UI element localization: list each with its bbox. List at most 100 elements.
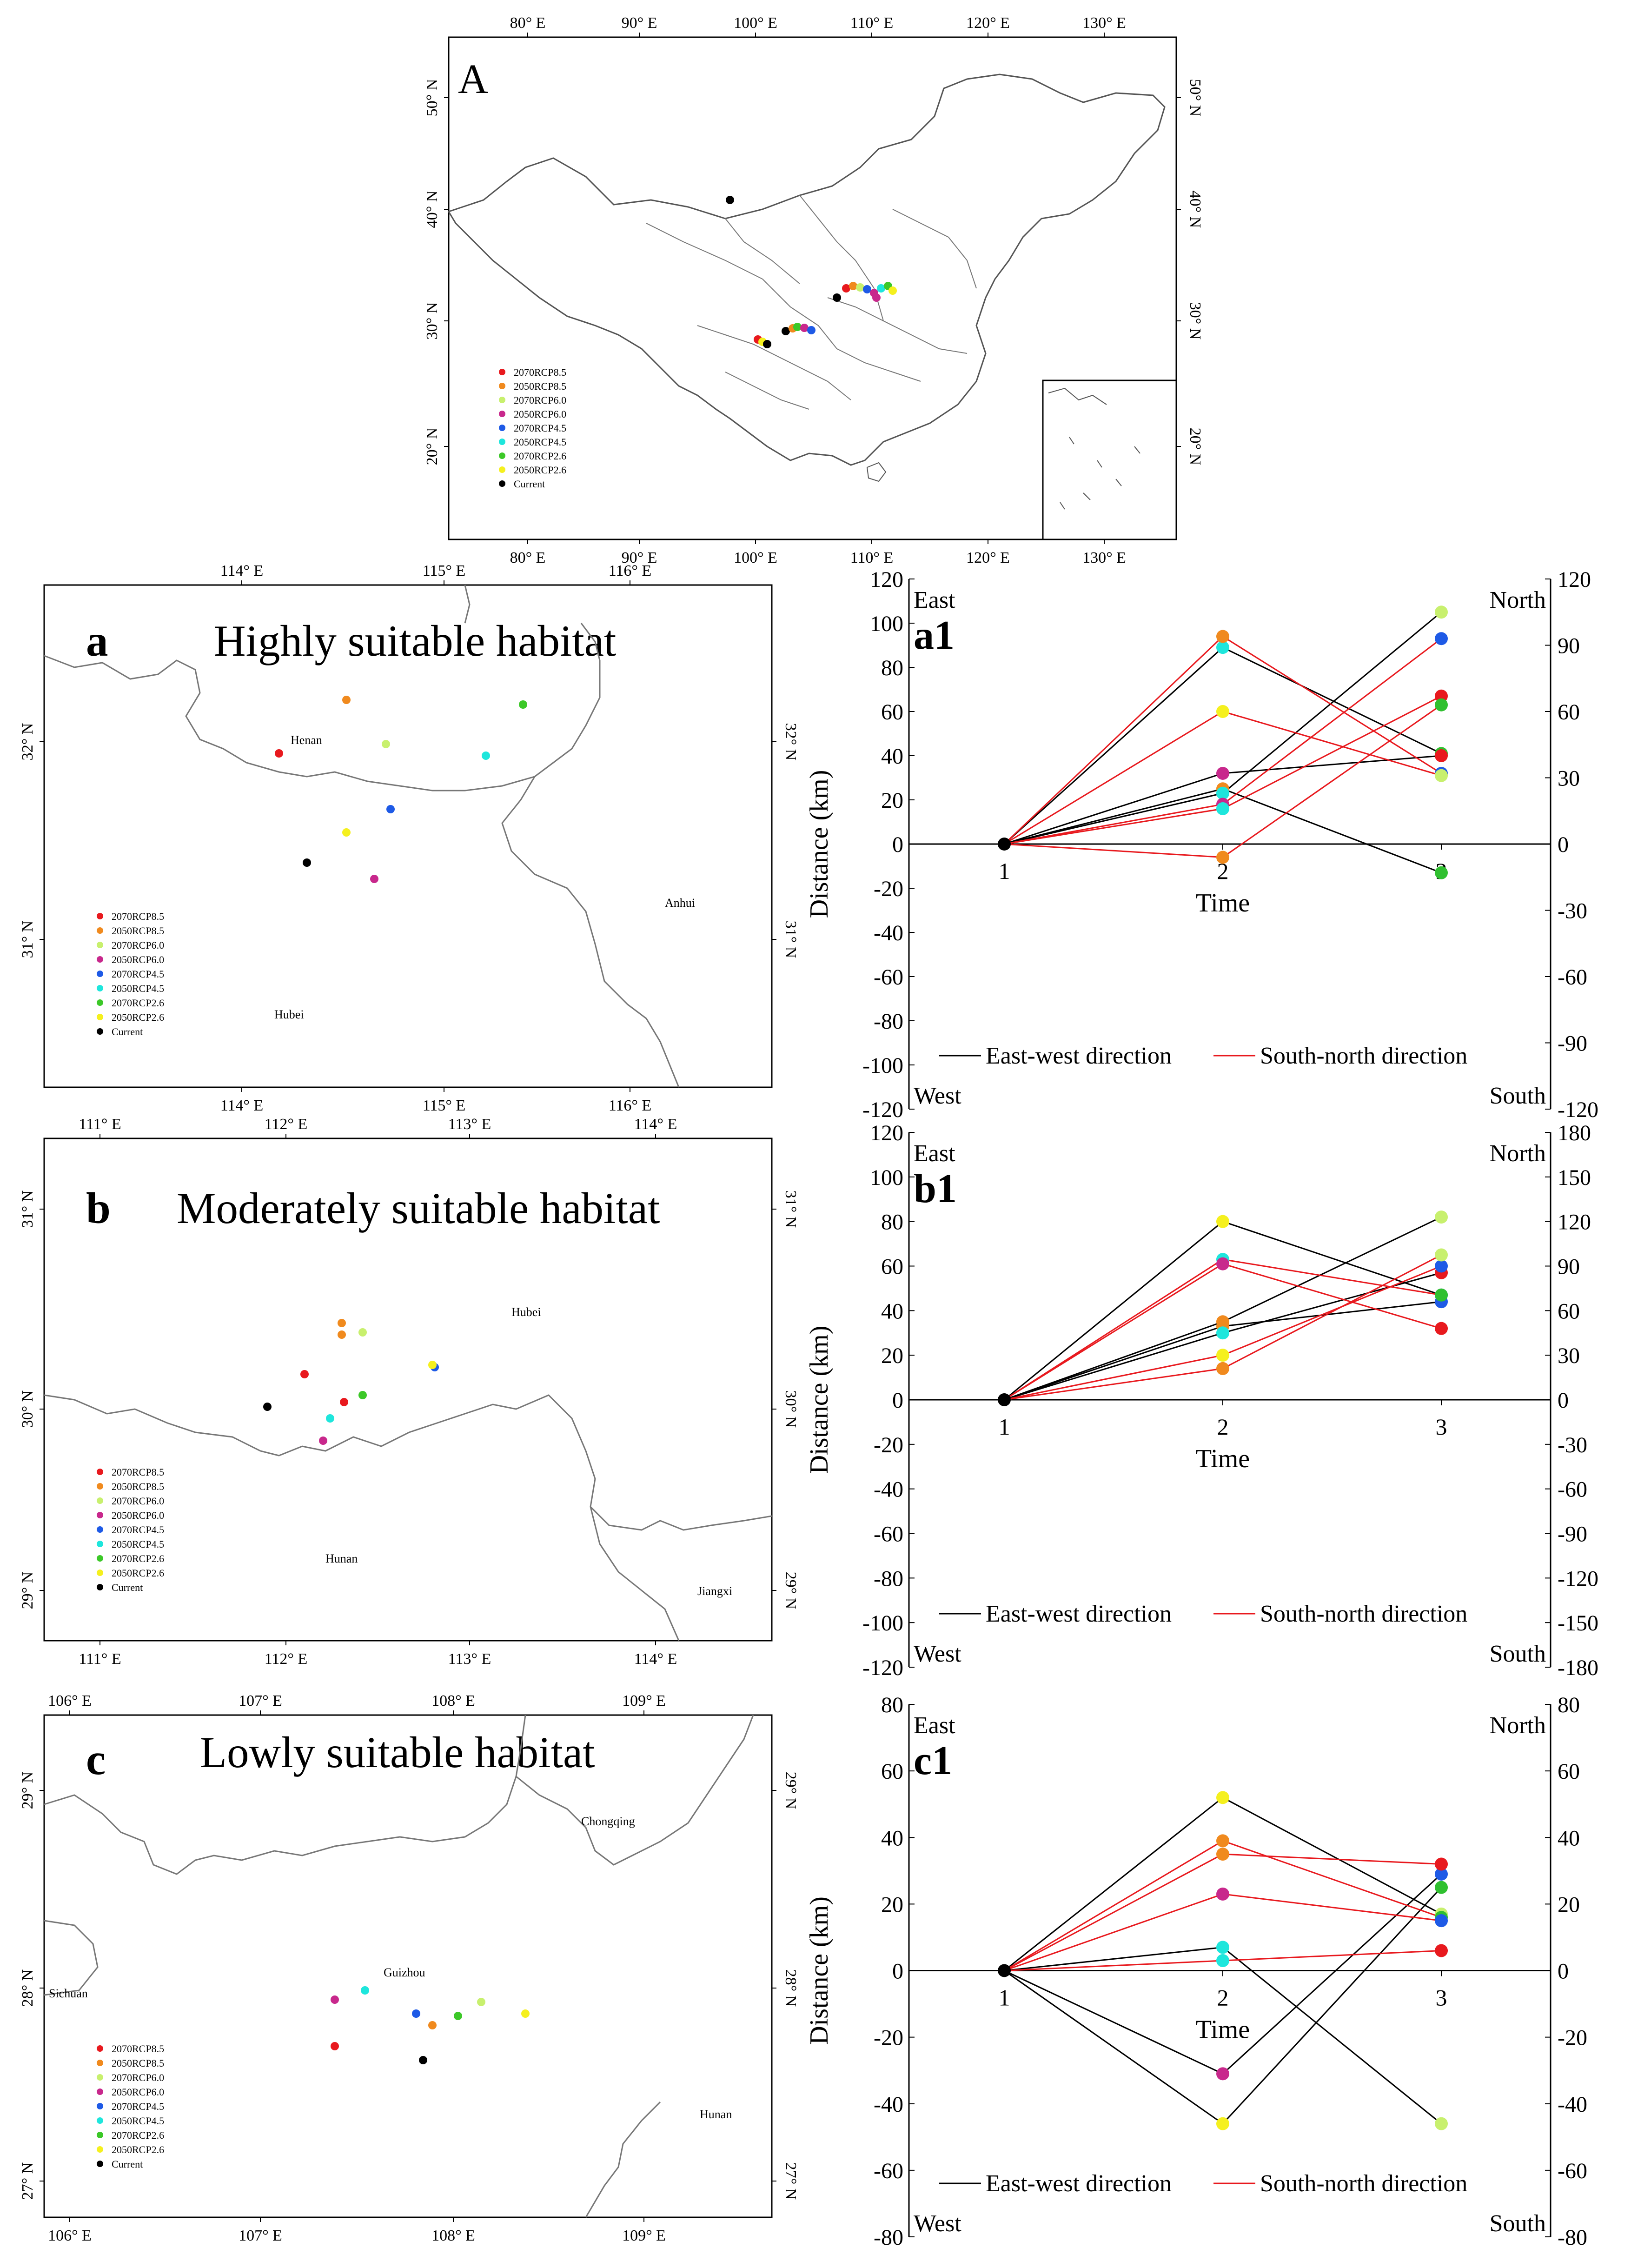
y-tick-label: 0 — [892, 1388, 903, 1413]
legend-label: 2050RCP4.5 — [112, 2115, 164, 2127]
legend-label: 2050RCP6.0 — [112, 954, 164, 965]
centroid-point — [428, 2021, 437, 2029]
chart-c1: 80 60 40 20 0 -20 -40 -60 -80 80 60 40 20 0 -20 -40 -60 -… — [805, 1693, 1587, 2250]
lat-tick-label-right: 31° N — [782, 921, 799, 958]
data-point — [1216, 851, 1229, 864]
legend-label: 2070RCP4.5 — [514, 422, 566, 434]
y-tick-label: 60 — [881, 1255, 903, 1279]
legend-label-south-north: South-north direction — [1260, 1601, 1467, 1627]
legend-dot — [499, 369, 505, 375]
lat-tick-label-right: 30° N — [782, 1390, 799, 1428]
centroid-point — [300, 1370, 309, 1378]
lon-tick-label-bottom: 114° E — [634, 1650, 677, 1668]
legend-dot — [97, 1555, 103, 1562]
origin-point — [998, 1964, 1011, 1977]
china-outline — [447, 73, 1166, 466]
y2-tick-label: 20 — [1558, 1892, 1580, 1917]
legend-label-east-west: East-west direction — [986, 1043, 1172, 1069]
y2-tick-label: -120 — [1558, 1097, 1598, 1122]
data-point — [1216, 705, 1229, 718]
lat-tick-label-right: 31° N — [782, 1191, 799, 1228]
legend-dot — [97, 2103, 103, 2109]
lat-tick-label-right: 27° N — [782, 2162, 799, 2200]
y-tick-label: 40 — [881, 744, 903, 769]
corner-label-east: East — [914, 1140, 955, 1167]
legend-label: 2070RCP8.5 — [514, 366, 566, 378]
y2-tick-label: 80 — [1558, 1693, 1580, 1717]
legend-label: Current — [112, 1582, 143, 1593]
legend-dot — [97, 1541, 103, 1547]
legend-label: 2050RCP2.6 — [514, 464, 566, 476]
lat-tick-label-right: 30° N — [1187, 302, 1204, 340]
y-tick-label: 100 — [870, 1165, 903, 1190]
legend-dot — [97, 1497, 103, 1504]
data-point — [1216, 1834, 1229, 1848]
legend-label: 2050RCP4.5 — [514, 436, 566, 448]
y-tick-label: 80 — [881, 656, 903, 680]
centroid-points — [331, 1986, 530, 2064]
legend-dot — [97, 1469, 103, 1475]
centroid-point — [793, 323, 802, 331]
legend-dot — [97, 2074, 103, 2081]
data-point — [1216, 630, 1229, 643]
legend-dot — [97, 1526, 103, 1533]
centroid-point — [763, 340, 771, 348]
lat-tick-label-left: 50° N — [424, 79, 441, 117]
y2-tick-label: -150 — [1558, 1611, 1598, 1636]
lat-tick-label-left: 20° N — [424, 428, 441, 466]
x-axis-label: Time — [1196, 1444, 1250, 1473]
legend-dot — [97, 956, 103, 963]
lat-tick-label-left: 31° N — [19, 921, 36, 958]
legend-label: 2050RCP8.5 — [514, 380, 566, 392]
data-point — [1435, 1248, 1448, 1262]
legend-dot — [97, 999, 103, 1006]
y-tick-label: 60 — [881, 700, 903, 725]
legend-dot — [499, 383, 505, 389]
legend-label: 2070RCP2.6 — [514, 450, 566, 462]
data-point — [1216, 1941, 1229, 1954]
centroid-point — [370, 875, 378, 883]
corner-label-south: South — [1490, 2210, 1546, 2237]
lat-tick-label-left: 29° N — [19, 1572, 36, 1610]
x-tick-label: 3 — [1436, 1985, 1447, 2011]
legend-label: 2050RCP2.6 — [112, 2144, 164, 2155]
lon-tick-label-bottom: 107° E — [239, 2227, 282, 2244]
centroid-points — [726, 196, 897, 348]
y2-tick-label: 180 — [1558, 1121, 1591, 1145]
corner-label-west: West — [914, 1083, 961, 1109]
y-tick-label: 80 — [881, 1693, 903, 1717]
legend-label: 2050RCP4.5 — [112, 1538, 164, 1550]
y-tick-label: 0 — [892, 1959, 903, 1984]
centroid-point — [342, 696, 351, 704]
lat-tick-label-left: 28° N — [19, 1969, 36, 2007]
y-axis-label: Distance (km) — [805, 770, 834, 918]
lon-tick-label-bottom: 120° E — [966, 549, 1010, 566]
map-axes: 80° E 80° E 90° E 90° E 100° E 100° E 110° E 11… — [424, 14, 1204, 566]
legend-label: 2070RCP6.0 — [112, 939, 164, 951]
map-frame — [43, 1714, 773, 2218]
y2-tick-label: -180 — [1558, 1656, 1598, 1680]
y-tick-label: -60 — [874, 1522, 903, 1547]
y2-tick-label: 0 — [1558, 1388, 1569, 1413]
data-point — [1435, 866, 1448, 879]
legend-dot — [499, 480, 505, 487]
legend-label: 2070RCP2.6 — [112, 997, 164, 1009]
data-point — [1216, 1791, 1229, 1804]
legend-label: 2070RCP8.5 — [112, 1466, 164, 1478]
data-point — [1435, 2117, 1448, 2130]
y-axis-label: Distance (km) — [805, 1896, 834, 2045]
legend-dot — [97, 2088, 103, 2095]
centroid-point — [849, 282, 857, 290]
y2-tick-label: -40 — [1558, 2092, 1587, 2117]
y-tick-label: -40 — [874, 921, 903, 945]
place-label: Hunan — [325, 1552, 358, 1565]
y2-tick-label: -90 — [1558, 1522, 1587, 1547]
y2-tick-label: 40 — [1558, 1826, 1580, 1850]
data-point — [1216, 1362, 1229, 1375]
legend-label: 2070RCP4.5 — [112, 968, 164, 980]
corner-label-north: North — [1490, 1140, 1546, 1167]
inset-outline — [1048, 387, 1140, 510]
x-tick-label: 3 — [1436, 1414, 1447, 1440]
y2-tick-label: 0 — [1558, 1959, 1569, 1984]
